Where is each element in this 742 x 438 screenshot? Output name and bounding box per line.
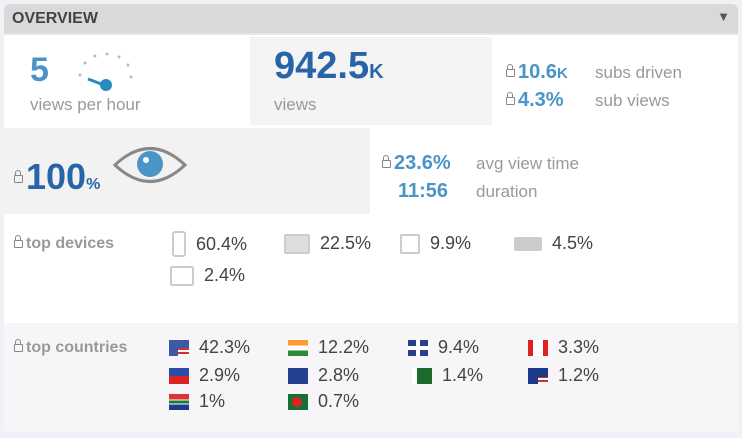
- bd-flag-icon: [288, 393, 308, 410]
- views-label: views: [274, 95, 317, 114]
- view-time-card: 23.6% avg view time 11:56 duration: [372, 128, 738, 214]
- country-value: 0.7%: [318, 391, 360, 411]
- game-console-icon: [514, 236, 542, 251]
- country-value: 1.2%: [558, 365, 600, 385]
- views-value: 942.5: [274, 45, 370, 87]
- lock-icon: [506, 63, 515, 77]
- country-value: 2.9%: [199, 365, 241, 385]
- desktop-icon: [284, 233, 310, 254]
- views-per-hour-label: views per hour: [30, 95, 141, 114]
- ca-flag-icon: [528, 339, 548, 356]
- lock-icon: [14, 234, 23, 248]
- device-tablet: 9.9%: [400, 233, 471, 254]
- avg-view-time-label: avg view time: [476, 154, 579, 173]
- lock-icon: [14, 170, 23, 184]
- us-flag-icon: [169, 339, 189, 356]
- country-value: 1.4%: [442, 365, 484, 385]
- device-mobile: 60.4%: [172, 231, 247, 257]
- device-value: 60.4%: [196, 233, 248, 254]
- in-flag-icon: [288, 339, 308, 356]
- device-value: 2.4%: [204, 265, 246, 285]
- top-countries-section: top countries 42.3% 12.2% 9.4% 3.3% 2.9%…: [4, 323, 738, 432]
- country-value: 2.8%: [318, 365, 360, 385]
- tv-icon: [170, 265, 194, 286]
- country-my: 1.2%: [528, 365, 599, 386]
- top-devices-label: top devices: [26, 235, 115, 252]
- country-au: 2.8%: [288, 365, 359, 386]
- sub-views-value: 4.3%: [518, 89, 564, 111]
- tablet-icon: [400, 233, 420, 254]
- speedometer-icon: [78, 52, 133, 91]
- country-za: 1%: [169, 391, 225, 412]
- duration-value: 11:56: [398, 180, 449, 202]
- lock-icon: [382, 154, 391, 168]
- country-value: 42.3%: [199, 337, 251, 357]
- device-desktop: 22.5%: [284, 233, 371, 254]
- device-value: 9.9%: [430, 233, 472, 253]
- device-tv: 2.4%: [170, 265, 245, 286]
- subs-driven-label: subs driven: [595, 63, 682, 82]
- country-ca: 3.3%: [528, 337, 599, 358]
- mobile-icon: [172, 231, 186, 257]
- device-game-console: 4.5%: [514, 233, 593, 254]
- duration-label: duration: [476, 182, 538, 201]
- viewed-unit: %: [86, 176, 101, 193]
- triangle-down-icon[interactable]: ▼: [717, 9, 730, 24]
- pk-flag-icon: [412, 367, 432, 384]
- country-ph: 2.9%: [169, 365, 240, 386]
- lock-icon: [14, 338, 23, 352]
- country-value: 12.2%: [318, 337, 370, 357]
- country-gb: 9.4%: [408, 337, 479, 358]
- viewed-value: 100: [26, 156, 87, 197]
- avg-view-time-value: 23.6%: [394, 152, 451, 174]
- za-flag-icon: [169, 393, 189, 410]
- views-per-hour-value: 5: [30, 51, 49, 89]
- country-in: 12.2%: [288, 337, 369, 358]
- eye-icon: [112, 147, 188, 183]
- views-unit: K: [369, 61, 384, 83]
- lock-icon: [506, 91, 515, 105]
- country-value: 1%: [199, 391, 226, 411]
- country-value: 9.4%: [438, 337, 480, 357]
- country-pk: 1.4%: [412, 365, 483, 386]
- panel-title: OVERVIEW: [12, 10, 98, 27]
- device-value: 4.5%: [552, 233, 594, 253]
- gb-flag-icon: [408, 339, 428, 356]
- subs-card: 10.6K subs driven 4.3% sub views: [494, 37, 738, 125]
- device-value: 22.5%: [320, 233, 372, 253]
- ph-flag-icon: [169, 367, 189, 384]
- country-us: 42.3%: [169, 337, 250, 358]
- sub-views-label: sub views: [595, 91, 670, 110]
- top-devices-section: top devices 60.4% 22.5% 9.9% 4.5% 2.4%: [4, 217, 738, 321]
- country-value: 3.3%: [558, 337, 600, 357]
- top-countries-label: top countries: [26, 339, 128, 356]
- my-flag-icon: [528, 367, 548, 384]
- views-card: 942.5K views: [250, 37, 492, 125]
- viewed-card: 100%: [4, 128, 370, 214]
- overview-panel: OVERVIEW ▼ 5 views per hour 942.5K views…: [4, 4, 738, 432]
- subs-driven-value: 10.6: [518, 61, 557, 83]
- panel-header[interactable]: OVERVIEW ▼: [4, 4, 738, 35]
- subs-driven-unit: K: [556, 65, 568, 82]
- views-per-hour-card: 5 views per hour: [4, 37, 248, 125]
- au-flag-icon: [288, 367, 308, 384]
- country-bd: 0.7%: [288, 391, 359, 412]
